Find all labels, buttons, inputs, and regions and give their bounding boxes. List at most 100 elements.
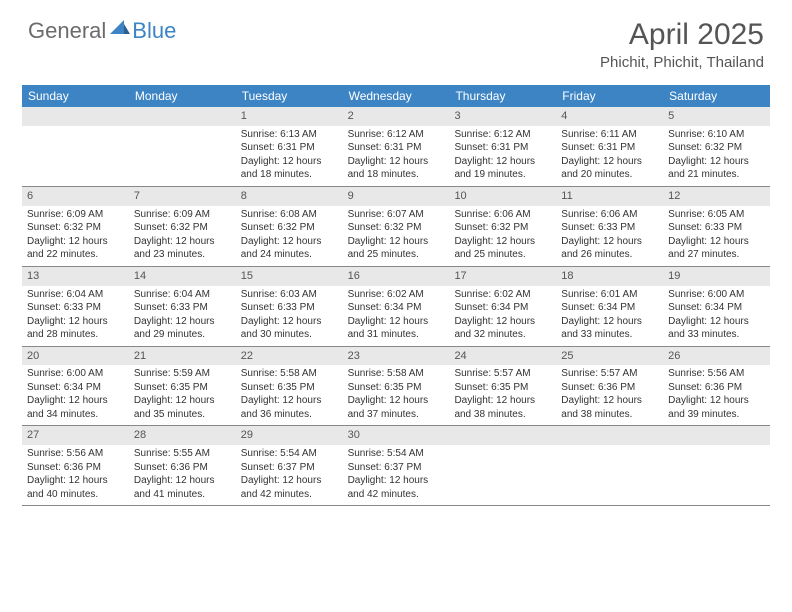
logo: General Blue [28,18,176,44]
sunset-text: Sunset: 6:33 PM [241,301,338,315]
day-number [22,107,129,126]
day-cell: 5Sunrise: 6:10 AMSunset: 6:32 PMDaylight… [663,107,770,186]
day-cell: 20Sunrise: 6:00 AMSunset: 6:34 PMDayligh… [22,347,129,426]
daylight-text: Daylight: 12 hours and 34 minutes. [27,394,124,421]
sunset-text: Sunset: 6:32 PM [454,221,551,235]
weekday-header: Saturday [663,85,770,107]
day-number: 22 [236,347,343,366]
sunrise-text: Sunrise: 6:06 AM [454,208,551,222]
day-number: 8 [236,187,343,206]
day-cell: 25Sunrise: 5:57 AMSunset: 6:36 PMDayligh… [556,347,663,426]
sunrise-text: Sunrise: 6:07 AM [348,208,445,222]
day-content: Sunrise: 6:04 AMSunset: 6:33 PMDaylight:… [129,286,236,346]
day-cell: 26Sunrise: 5:56 AMSunset: 6:36 PMDayligh… [663,347,770,426]
daylight-text: Daylight: 12 hours and 23 minutes. [134,235,231,262]
sunrise-text: Sunrise: 6:05 AM [668,208,765,222]
daylight-text: Daylight: 12 hours and 30 minutes. [241,315,338,342]
day-content: Sunrise: 5:56 AMSunset: 6:36 PMDaylight:… [663,365,770,425]
day-cell: 9Sunrise: 6:07 AMSunset: 6:32 PMDaylight… [343,187,450,266]
sunrise-text: Sunrise: 6:01 AM [561,288,658,302]
day-number: 29 [236,426,343,445]
day-number: 30 [343,426,450,445]
day-number: 12 [663,187,770,206]
day-content: Sunrise: 6:11 AMSunset: 6:31 PMDaylight:… [556,126,663,186]
sunset-text: Sunset: 6:34 PM [668,301,765,315]
sunset-text: Sunset: 6:31 PM [348,141,445,155]
daylight-text: Daylight: 12 hours and 25 minutes. [454,235,551,262]
sunrise-text: Sunrise: 5:58 AM [348,367,445,381]
sunset-text: Sunset: 6:32 PM [348,221,445,235]
sunrise-text: Sunrise: 6:02 AM [348,288,445,302]
sunset-text: Sunset: 6:33 PM [27,301,124,315]
day-number: 25 [556,347,663,366]
calendar: SundayMondayTuesdayWednesdayThursdayFrid… [22,85,770,506]
sunset-text: Sunset: 6:36 PM [668,381,765,395]
logo-text-1: General [28,18,106,44]
day-content: Sunrise: 6:07 AMSunset: 6:32 PMDaylight:… [343,206,450,266]
daylight-text: Daylight: 12 hours and 40 minutes. [27,474,124,501]
daylight-text: Daylight: 12 hours and 36 minutes. [241,394,338,421]
sunrise-text: Sunrise: 6:04 AM [134,288,231,302]
sunrise-text: Sunrise: 5:58 AM [241,367,338,381]
day-cell: 23Sunrise: 5:58 AMSunset: 6:35 PMDayligh… [343,347,450,426]
sunset-text: Sunset: 6:34 PM [561,301,658,315]
daylight-text: Daylight: 12 hours and 24 minutes. [241,235,338,262]
week-row: 20Sunrise: 6:00 AMSunset: 6:34 PMDayligh… [22,347,770,427]
day-content: Sunrise: 5:58 AMSunset: 6:35 PMDaylight:… [236,365,343,425]
sunrise-text: Sunrise: 6:13 AM [241,128,338,142]
day-content: Sunrise: 5:54 AMSunset: 6:37 PMDaylight:… [343,445,450,505]
sunset-text: Sunset: 6:33 PM [134,301,231,315]
week-row: 6Sunrise: 6:09 AMSunset: 6:32 PMDaylight… [22,187,770,267]
daylight-text: Daylight: 12 hours and 33 minutes. [561,315,658,342]
sunset-text: Sunset: 6:32 PM [668,141,765,155]
day-cell [22,107,129,186]
sunset-text: Sunset: 6:35 PM [241,381,338,395]
sunset-text: Sunset: 6:32 PM [134,221,231,235]
day-content: Sunrise: 5:59 AMSunset: 6:35 PMDaylight:… [129,365,236,425]
day-content: Sunrise: 6:09 AMSunset: 6:32 PMDaylight:… [129,206,236,266]
day-content: Sunrise: 6:12 AMSunset: 6:31 PMDaylight:… [449,126,556,186]
day-cell: 21Sunrise: 5:59 AMSunset: 6:35 PMDayligh… [129,347,236,426]
logo-text-2: Blue [132,18,176,44]
daylight-text: Daylight: 12 hours and 18 minutes. [348,155,445,182]
daylight-text: Daylight: 12 hours and 38 minutes. [561,394,658,421]
day-content: Sunrise: 5:57 AMSunset: 6:36 PMDaylight:… [556,365,663,425]
day-number: 18 [556,267,663,286]
sunrise-text: Sunrise: 6:00 AM [27,367,124,381]
day-cell: 12Sunrise: 6:05 AMSunset: 6:33 PMDayligh… [663,187,770,266]
weekday-header: Sunday [22,85,129,107]
day-cell: 6Sunrise: 6:09 AMSunset: 6:32 PMDaylight… [22,187,129,266]
week-row: 13Sunrise: 6:04 AMSunset: 6:33 PMDayligh… [22,267,770,347]
day-cell: 29Sunrise: 5:54 AMSunset: 6:37 PMDayligh… [236,426,343,505]
day-cell: 24Sunrise: 5:57 AMSunset: 6:35 PMDayligh… [449,347,556,426]
daylight-text: Daylight: 12 hours and 41 minutes. [134,474,231,501]
day-cell: 22Sunrise: 5:58 AMSunset: 6:35 PMDayligh… [236,347,343,426]
day-content: Sunrise: 6:10 AMSunset: 6:32 PMDaylight:… [663,126,770,186]
day-content: Sunrise: 6:09 AMSunset: 6:32 PMDaylight:… [22,206,129,266]
weeks-container: 1Sunrise: 6:13 AMSunset: 6:31 PMDaylight… [22,107,770,506]
sunset-text: Sunset: 6:35 PM [348,381,445,395]
day-content: Sunrise: 6:06 AMSunset: 6:32 PMDaylight:… [449,206,556,266]
sunset-text: Sunset: 6:33 PM [561,221,658,235]
sunset-text: Sunset: 6:33 PM [668,221,765,235]
day-cell: 1Sunrise: 6:13 AMSunset: 6:31 PMDaylight… [236,107,343,186]
day-cell: 19Sunrise: 6:00 AMSunset: 6:34 PMDayligh… [663,267,770,346]
day-content: Sunrise: 5:58 AMSunset: 6:35 PMDaylight:… [343,365,450,425]
day-cell [663,426,770,505]
day-number: 11 [556,187,663,206]
daylight-text: Daylight: 12 hours and 29 minutes. [134,315,231,342]
sunrise-text: Sunrise: 5:54 AM [241,447,338,461]
location: Phichit, Phichit, Thailand [600,54,764,71]
sunrise-text: Sunrise: 5:57 AM [561,367,658,381]
day-number: 20 [22,347,129,366]
daylight-text: Daylight: 12 hours and 25 minutes. [348,235,445,262]
sunset-text: Sunset: 6:35 PM [454,381,551,395]
day-number: 17 [449,267,556,286]
sunrise-text: Sunrise: 6:00 AM [668,288,765,302]
daylight-text: Daylight: 12 hours and 21 minutes. [668,155,765,182]
sunrise-text: Sunrise: 6:08 AM [241,208,338,222]
daylight-text: Daylight: 12 hours and 39 minutes. [668,394,765,421]
weekday-header: Wednesday [343,85,450,107]
day-cell: 14Sunrise: 6:04 AMSunset: 6:33 PMDayligh… [129,267,236,346]
day-number: 19 [663,267,770,286]
